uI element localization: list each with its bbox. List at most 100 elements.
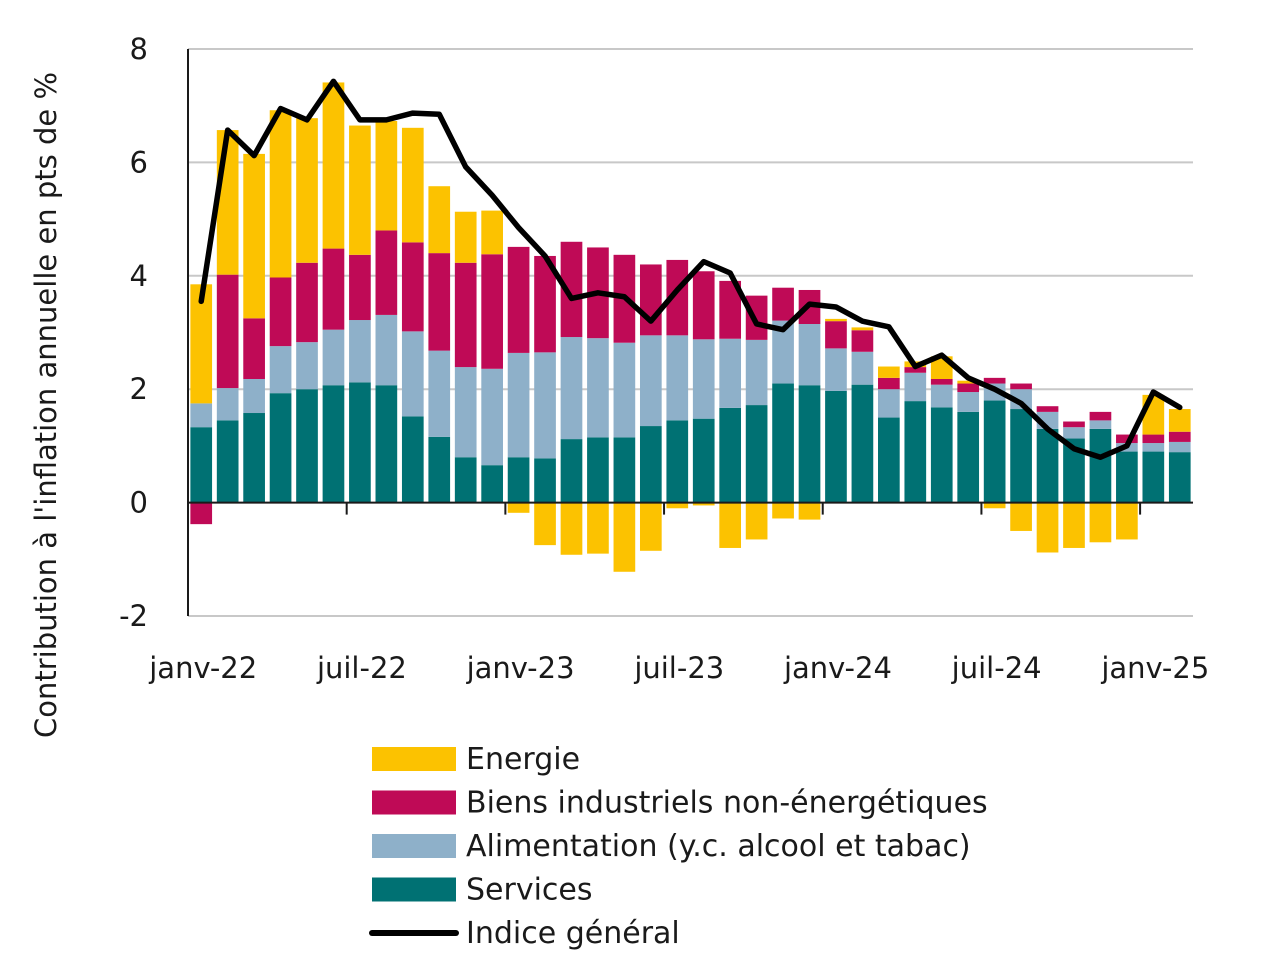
bar-segment-2-36	[1142, 434, 1165, 444]
bar-segment-1-9	[428, 350, 451, 437]
general-index-line-group	[198, 78, 1183, 460]
bar-segment-0-32	[1036, 428, 1059, 503]
bar-segment-0-33	[1063, 438, 1085, 503]
bar-segment-1-3	[269, 346, 292, 394]
bar-segment-1-0	[190, 403, 213, 428]
x-tick-label: janv-23	[466, 651, 575, 685]
bar-segment-3-18	[666, 502, 689, 509]
bar-segment-1-37	[1168, 441, 1191, 453]
bar-segment-1-19	[692, 339, 715, 419]
bar-segment-0-20	[719, 407, 742, 503]
bar-segment-0-16	[613, 437, 636, 503]
bar-segment-1-26	[878, 389, 900, 418]
bar-segment-0-37	[1168, 452, 1191, 503]
bar-segment-3-13	[534, 502, 556, 546]
bar-segment-3-8	[401, 127, 424, 243]
bar-segment-1-16	[613, 342, 636, 438]
bar-segment-2-13	[534, 255, 556, 353]
bar-segment-3-6	[349, 125, 371, 255]
bar-segment-1-22	[772, 320, 794, 384]
bar-segment-0-12	[507, 457, 530, 503]
bar-segment-3-19	[692, 502, 715, 506]
bar-segment-3-4	[296, 118, 318, 263]
bar-segment-2-11	[481, 254, 503, 369]
bar-segment-2-18	[666, 259, 689, 336]
bar-segment-3-35	[1116, 502, 1138, 540]
y-tick-label: 0	[130, 486, 148, 520]
bar-segment-2-9	[428, 253, 451, 351]
bar-segment-1-2	[243, 378, 265, 414]
bar-segment-2-7	[375, 230, 398, 315]
bar-segment-3-17	[639, 502, 662, 551]
bar-segment-3-26	[878, 366, 900, 378]
bar-segment-2-35	[1116, 434, 1138, 444]
x-tick-labels: janv-22 juil-22 janv-23 juil-23 janv-24 juil-…	[148, 651, 1209, 685]
bar-segment-2-33	[1063, 421, 1085, 428]
bar-segment-2-34	[1089, 411, 1112, 421]
bar-segment-2-21	[745, 295, 768, 340]
bar-segment-0-28	[930, 407, 953, 503]
bar-segment-0-35	[1116, 451, 1138, 503]
bar-segment-1-7	[375, 314, 398, 386]
bar-segment-1-36	[1142, 443, 1165, 452]
y-tick-label: -2	[119, 599, 148, 633]
x-tick-label: juil-23	[633, 651, 724, 685]
bar-segment-3-23	[798, 502, 821, 520]
bar-segment-0-10	[454, 457, 477, 503]
bar-segment-3-9	[428, 186, 451, 254]
bar-segment-3-7	[375, 121, 398, 231]
bar-segment-2-0	[190, 502, 213, 525]
bar-segment-3-21	[745, 502, 768, 540]
y-tick-label: 4	[130, 259, 148, 293]
bar-segment-1-8	[401, 331, 424, 417]
bar-segment-3-14	[560, 502, 583, 555]
bar-segment-0-24	[825, 390, 847, 503]
bar-segment-0-22	[772, 383, 794, 503]
bar-segment-1-18	[666, 335, 689, 421]
bar-segment-2-1	[216, 274, 239, 389]
bar-segment-2-6	[349, 254, 371, 321]
bar-segment-0-4	[296, 389, 318, 503]
bar-segment-2-27	[904, 367, 927, 373]
general-index-line	[198, 78, 1183, 460]
bar-segment-0-0	[190, 427, 213, 503]
bar-segment-0-9	[428, 436, 451, 503]
bar-segment-2-37	[1168, 431, 1191, 442]
bar-segment-2-8	[401, 242, 424, 332]
bar-segment-3-34	[1089, 502, 1112, 543]
bar-segment-2-26	[878, 377, 900, 390]
bar-segment-2-3	[269, 277, 292, 347]
legend-label: Services	[466, 873, 593, 908]
bar-segment-2-32	[1036, 406, 1059, 412]
bar-segment-2-2	[243, 318, 265, 379]
bar-segment-1-33	[1063, 427, 1085, 439]
x-tick-label: juil-24	[951, 651, 1042, 685]
legend-swatch	[372, 877, 456, 902]
stacked-bars	[190, 82, 1191, 572]
bar-segment-3-0	[190, 284, 213, 404]
bar-segment-3-33	[1063, 502, 1085, 548]
bar-segment-0-11	[481, 465, 503, 503]
y-tick-labels: -2 0 2 4 6 8	[119, 32, 148, 633]
bar-segment-2-31	[1010, 383, 1032, 390]
bar-segment-0-15	[587, 437, 609, 503]
bar-segment-1-6	[349, 320, 371, 383]
bar-segment-1-20	[719, 338, 742, 408]
bar-segment-0-34	[1089, 428, 1112, 503]
bar-segment-1-31	[1010, 389, 1032, 410]
x-tick-label: janv-24	[783, 651, 892, 685]
bar-segment-2-25	[851, 330, 874, 352]
bar-segment-0-7	[375, 385, 398, 503]
bar-segment-3-15	[587, 502, 609, 554]
y-tick-label: 8	[130, 32, 148, 66]
bar-segment-0-19	[692, 418, 715, 503]
bar-segment-1-12	[507, 352, 530, 458]
bar-segment-0-2	[243, 413, 265, 503]
bar-segment-0-26	[878, 417, 900, 503]
bar-segment-1-10	[454, 367, 477, 458]
x-tick-label: janv-25	[1100, 651, 1209, 685]
bar-segment-2-10	[454, 262, 477, 368]
bar-segment-1-21	[745, 339, 768, 406]
bar-segment-3-37	[1168, 409, 1191, 432]
